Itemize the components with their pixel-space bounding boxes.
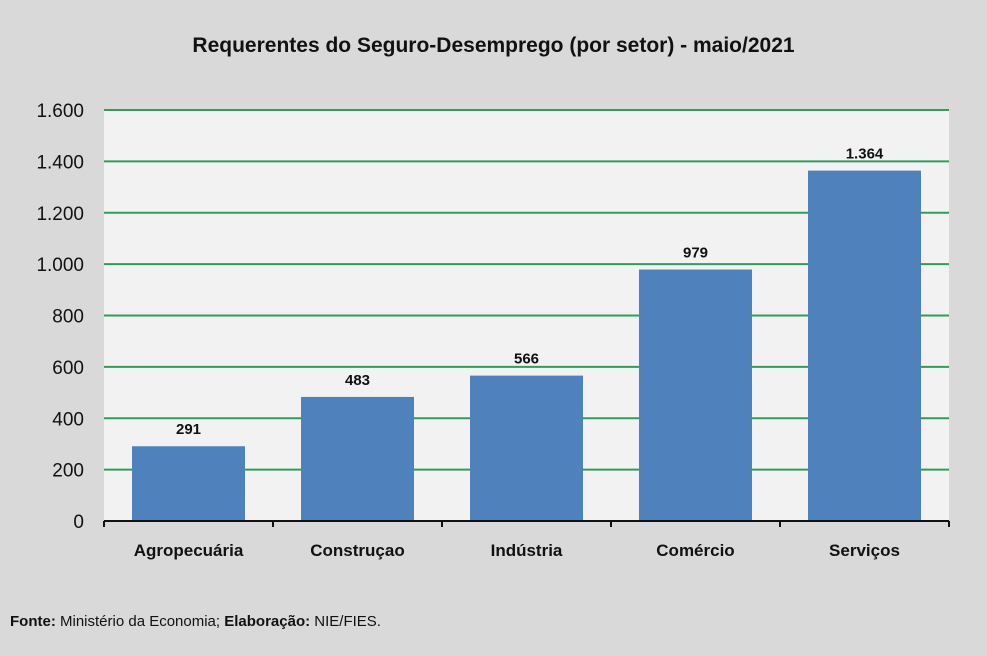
bar [470, 375, 583, 521]
chart-title: Requerentes do Seguro-Desemprego (por se… [192, 34, 795, 57]
x-tick-label: Comércio [656, 541, 734, 560]
y-tick-label: 1.400 [36, 152, 84, 173]
y-tick-label: 200 [52, 461, 84, 482]
source-label: Fonte: [10, 613, 56, 630]
data-label: 291 [176, 421, 201, 438]
data-label: 483 [345, 372, 370, 389]
y-tick-label: 1.600 [36, 101, 84, 122]
data-label: 1.364 [846, 146, 884, 163]
data-label: 566 [514, 351, 539, 368]
x-tick-label: Agropecuária [134, 541, 244, 560]
bar [301, 396, 414, 521]
x-tick-label: Construçao [310, 541, 404, 560]
y-tick-label: 800 [52, 307, 84, 328]
bar [639, 269, 752, 521]
elaboration-text: NIE/FIES. [310, 613, 381, 630]
y-tick-label: 1.200 [36, 204, 84, 225]
chart-footer: Fonte: Ministério da Economia; Elaboraçã… [10, 613, 381, 630]
x-tick-label: Serviços [829, 541, 900, 560]
y-tick-label: 1.000 [36, 255, 84, 276]
y-tick-label: 0 [73, 512, 84, 533]
source-text: Ministério da Economia; [55, 613, 225, 630]
data-label: 979 [683, 245, 708, 262]
x-tick-label: Indústria [491, 541, 563, 560]
bar [808, 170, 921, 521]
elaboration-label: Elaboração: [224, 613, 311, 630]
y-tick-label: 400 [52, 409, 84, 430]
y-tick-label: 600 [52, 358, 84, 379]
bar [132, 446, 245, 521]
